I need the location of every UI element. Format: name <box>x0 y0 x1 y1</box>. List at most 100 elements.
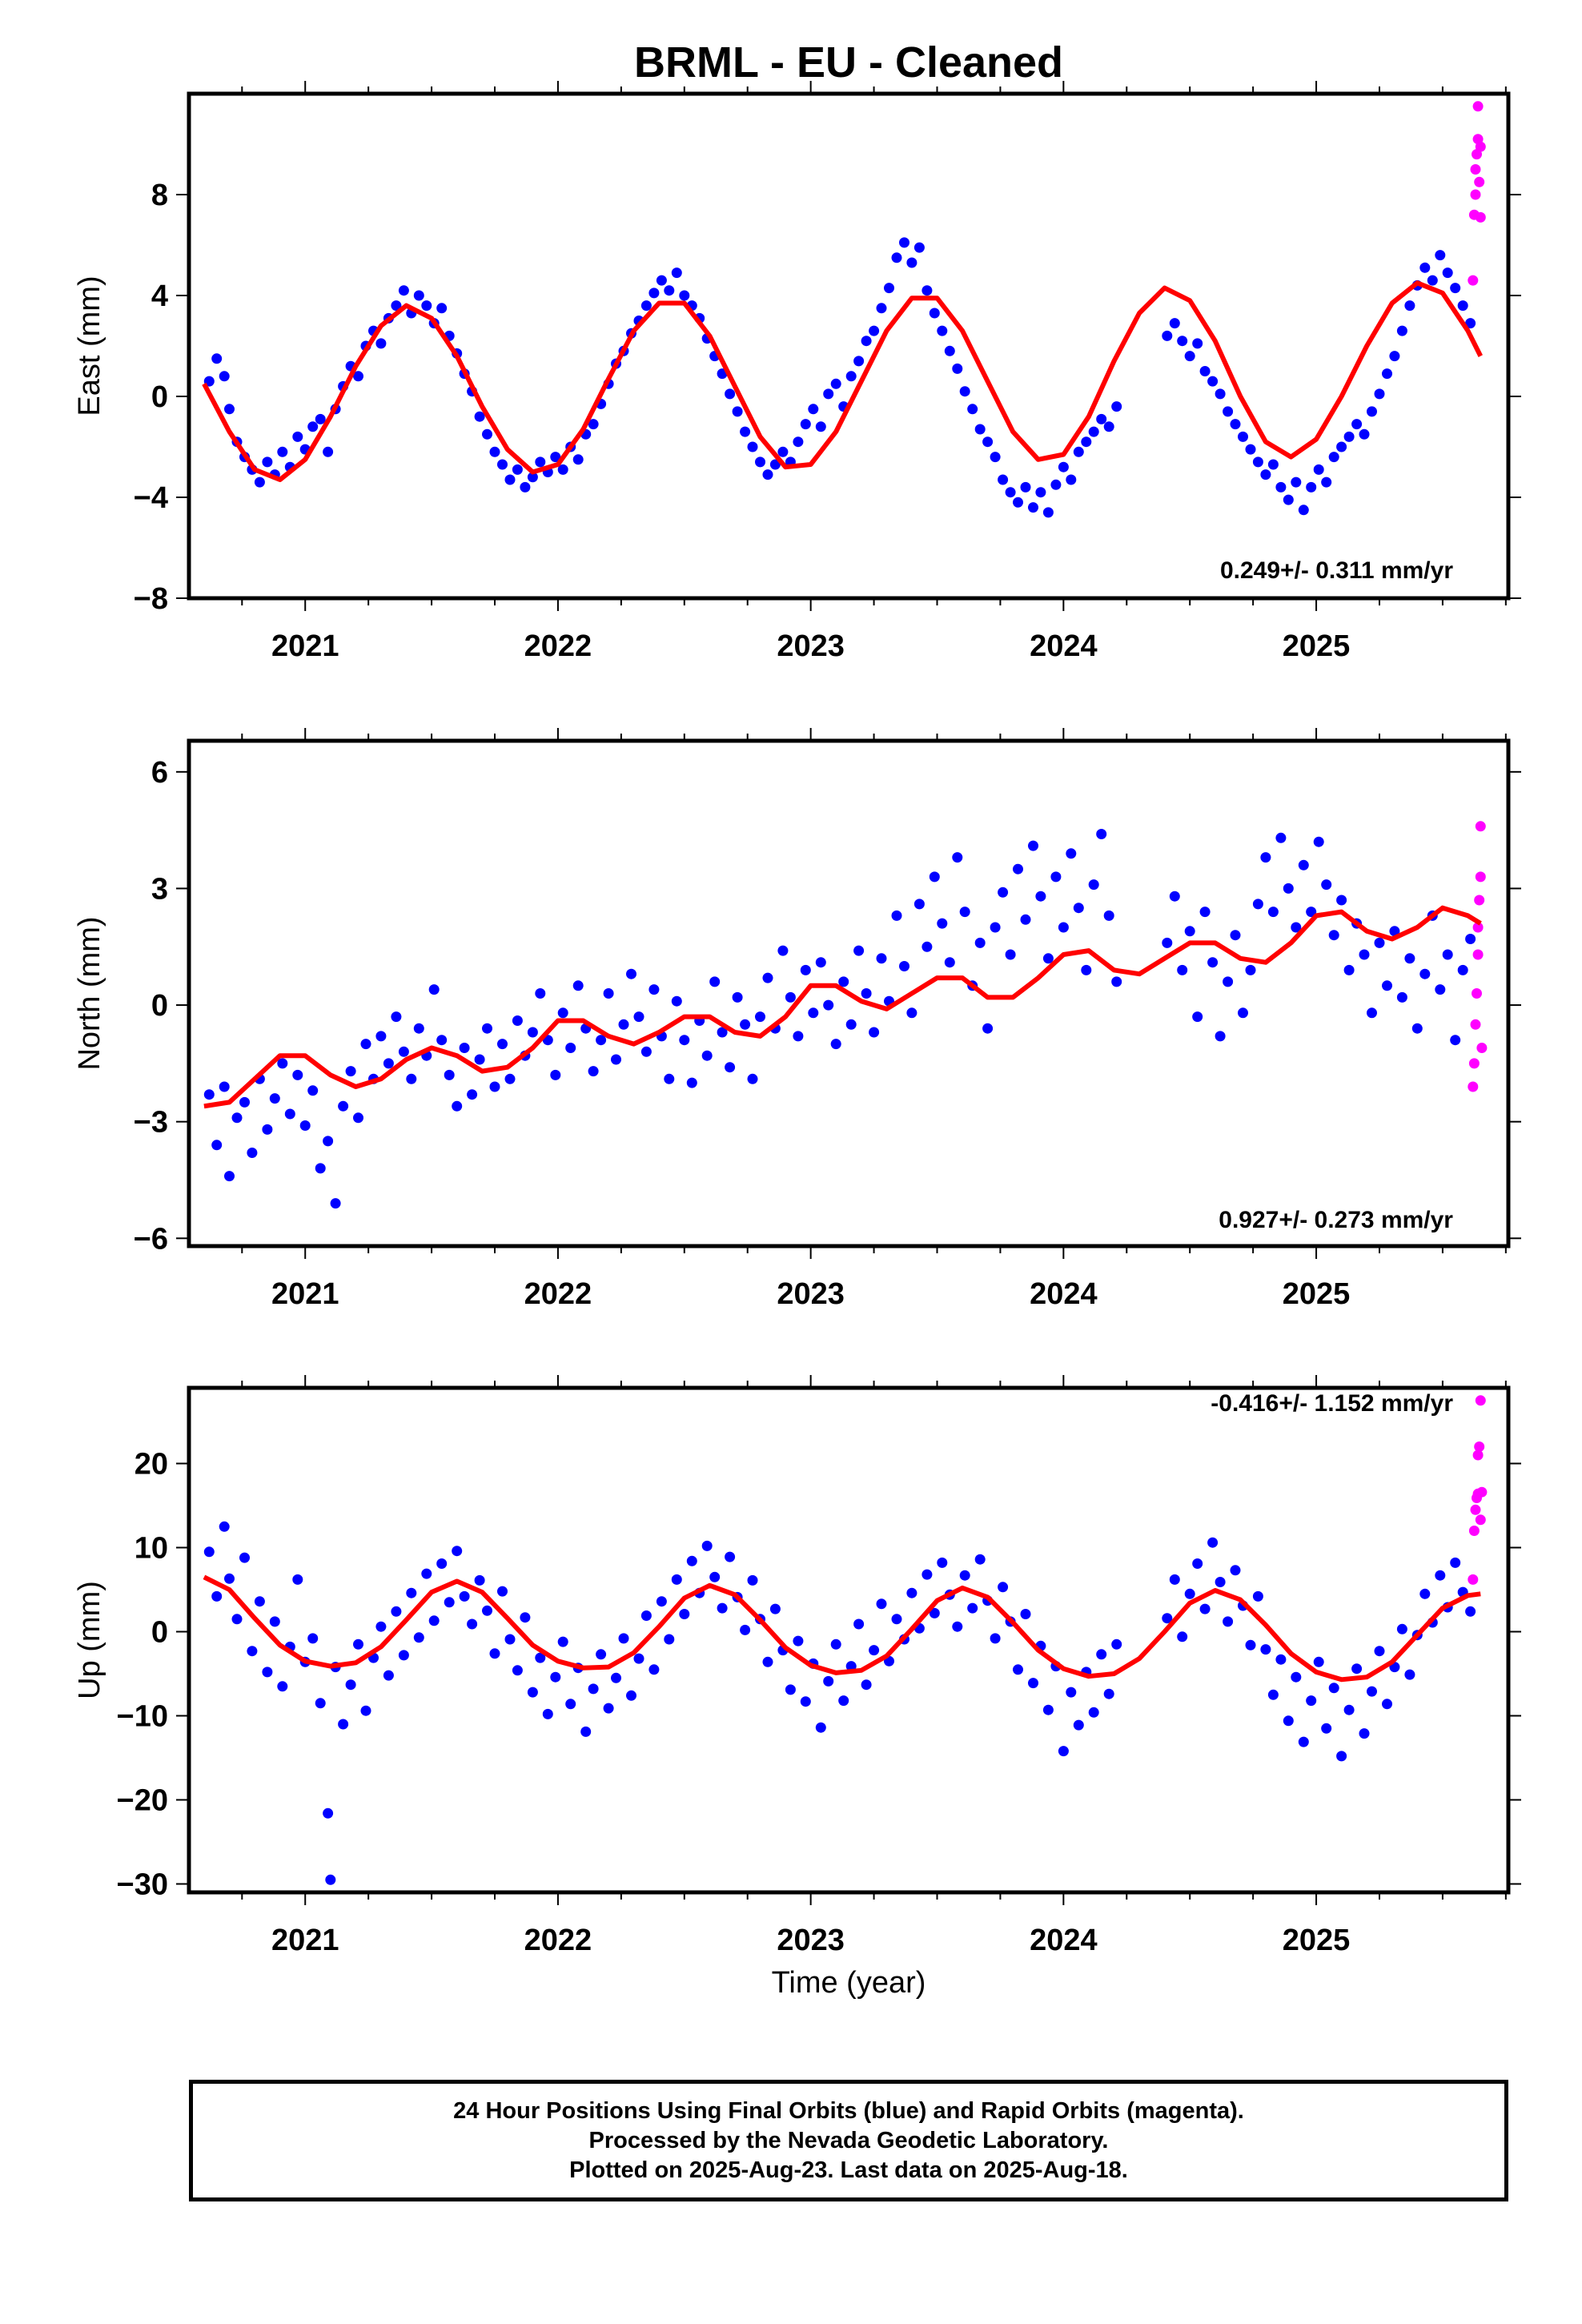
up-ticks <box>176 1375 1521 1905</box>
north-final-orbit-point <box>1073 903 1084 914</box>
east-final-orbit-point <box>762 469 773 480</box>
east-y-tick-label: 4 <box>151 279 168 313</box>
north-final-orbit-point <box>1050 871 1062 883</box>
north-final-orbit-point <box>1042 953 1054 964</box>
east-final-orbit-point <box>1267 459 1279 470</box>
north-final-orbit-point <box>353 1112 363 1124</box>
north-final-orbit-point <box>1389 926 1400 937</box>
east-final-orbit-point <box>1103 421 1114 432</box>
up-final-orbit-point <box>906 1587 917 1598</box>
north-final-orbit-point <box>1035 891 1046 902</box>
north-final-orbit-point <box>1306 907 1317 918</box>
up-final-orbit-point <box>793 1635 804 1647</box>
up-final-orbit-point <box>686 1555 697 1566</box>
north-final-orbit-point <box>1328 930 1339 941</box>
up-y-tick-label: −10 <box>117 1700 168 1734</box>
east-final-orbit-point <box>1427 275 1438 286</box>
east-final-orbit-point <box>527 472 538 483</box>
up-final-orbit-point <box>247 1646 258 1657</box>
up-final-orbit-point <box>1042 1704 1054 1715</box>
north-final-orbit-point <box>277 1058 288 1069</box>
east-final-orbit-point <box>952 363 963 374</box>
north-final-orbit-point <box>482 1023 492 1034</box>
east-final-orbit-point <box>436 303 448 314</box>
north-final-orbit-point <box>845 1019 857 1030</box>
east-final-orbit-point <box>1162 330 1173 341</box>
east-final-orbit-point <box>1298 505 1309 516</box>
up-final-orbit-point <box>1404 1669 1415 1680</box>
north-final-orbit-point <box>231 1112 243 1124</box>
north-final-orbit-point <box>345 1066 356 1077</box>
north-final-orbit-point <box>1184 926 1195 937</box>
north-final-orbit-point <box>640 1046 652 1057</box>
north-rapid-orbit-point <box>1475 871 1486 883</box>
up-rapid-orbit-point <box>1475 1395 1486 1406</box>
north-final-orbit-point <box>459 1043 470 1053</box>
up-final-orbit-point <box>325 1874 336 1885</box>
east-rapid-orbit-point <box>1472 101 1484 112</box>
east-final-orbit-point <box>937 325 948 336</box>
up-final-orbit-point <box>421 1568 432 1579</box>
up-points <box>203 1395 1488 1885</box>
east-final-orbit-point <box>1336 441 1347 452</box>
north-final-orbit-point <box>1291 922 1302 933</box>
east-rapid-orbit-point <box>1474 176 1485 187</box>
up-final-orbit-point <box>603 1703 614 1714</box>
north-final-orbit-point <box>413 1023 424 1034</box>
north-final-orbit-point <box>1169 891 1180 902</box>
north-final-orbit-point <box>1252 899 1263 910</box>
east-final-orbit-point <box>1382 368 1392 380</box>
up-final-orbit-point <box>1111 1638 1122 1650</box>
east-y-tick-label: −8 <box>134 582 168 616</box>
north-final-orbit-point <box>793 1031 804 1042</box>
north-final-orbit-point <box>1192 1011 1203 1023</box>
north-final-orbit-point <box>709 976 721 987</box>
east-final-orbit-point <box>391 300 402 312</box>
north-final-orbit-point <box>952 852 963 863</box>
up-y-tick-label: −30 <box>117 1868 168 1902</box>
up-final-orbit-point <box>921 1569 933 1580</box>
up-final-orbit-point <box>1066 1687 1077 1698</box>
up-final-orbit-point <box>1096 1649 1107 1660</box>
up-final-orbit-point <box>830 1638 841 1650</box>
east-final-orbit-point <box>292 431 303 442</box>
east-final-orbit-point <box>884 283 894 294</box>
north-final-orbit-point <box>1343 964 1355 975</box>
north-final-orbit-point <box>671 995 682 1007</box>
x-axis-title: Time (year) <box>772 1966 926 2000</box>
up-final-orbit-point <box>1351 1663 1363 1675</box>
north-final-orbit-point <box>664 1073 675 1084</box>
up-plot-frame <box>187 1385 1511 1895</box>
up-final-orbit-point <box>747 1574 758 1586</box>
north-final-orbit-point <box>747 1073 758 1084</box>
north-final-orbit-point <box>853 945 865 956</box>
east-final-orbit-point <box>1207 376 1219 387</box>
up-final-orbit-point <box>542 1708 553 1719</box>
up-final-orbit-point <box>861 1679 872 1691</box>
up-final-orbit-point <box>1465 1606 1476 1617</box>
east-final-orbit-point <box>1343 431 1355 442</box>
up-y-tick-label: 0 <box>151 1616 168 1650</box>
east-x-tick-label: 2021 <box>271 629 339 663</box>
up-final-orbit-point <box>664 1634 675 1645</box>
east-final-orbit-point <box>815 421 826 432</box>
up-final-orbit-point <box>557 1636 568 1647</box>
east-final-orbit-point <box>1313 464 1324 475</box>
up-final-orbit-point <box>1103 1688 1114 1699</box>
east-final-orbit-point <box>1465 318 1476 329</box>
up-final-orbit-point <box>633 1653 644 1664</box>
up-final-orbit-point <box>219 1521 230 1532</box>
north-final-orbit-point <box>203 1089 215 1100</box>
north-final-orbit-point <box>1404 953 1415 964</box>
east-final-orbit-point <box>489 446 500 457</box>
up-final-orbit-point <box>785 1684 796 1695</box>
north-final-orbit-point <box>1374 937 1385 948</box>
up-final-orbit-point <box>800 1696 811 1707</box>
north-final-orbit-point <box>937 918 948 929</box>
north-final-orbit-point <box>428 984 440 995</box>
east-final-orbit-point <box>808 404 819 415</box>
up-final-orbit-point <box>277 1681 288 1692</box>
north-final-orbit-point <box>777 945 789 956</box>
north-final-orbit-point <box>1177 964 1188 975</box>
up-final-orbit-point <box>315 1698 326 1709</box>
